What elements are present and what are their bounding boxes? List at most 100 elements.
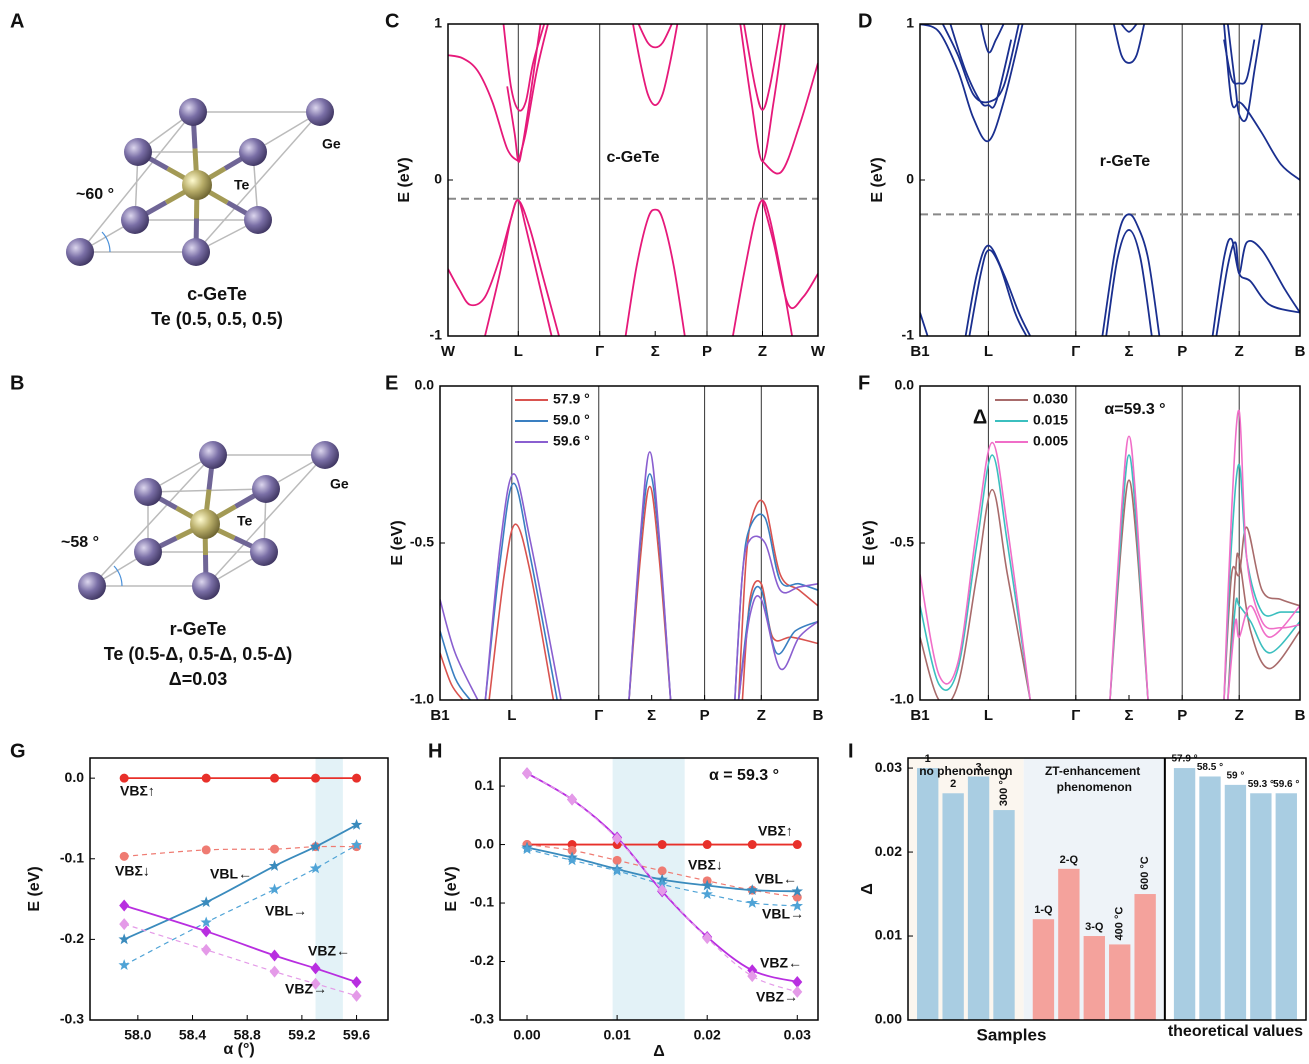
x-tick-label: Γ xyxy=(1071,707,1080,724)
y-tick-label: 0.0 xyxy=(65,769,85,785)
y-axis-label: E (eV) xyxy=(26,866,43,911)
series-line xyxy=(123,824,357,941)
x-tick-label: B1 xyxy=(910,343,929,360)
ge-atom xyxy=(244,206,272,234)
marker xyxy=(119,773,129,783)
y-tick-label: -1 xyxy=(902,327,915,343)
x-tick-label: B xyxy=(1295,343,1306,360)
series-label: VBΣ↑ xyxy=(758,823,793,839)
series-label: VBZ← xyxy=(308,943,350,959)
plot-frame xyxy=(919,385,1301,701)
plot-frame xyxy=(907,757,1307,1021)
band-line xyxy=(920,24,1024,143)
marker xyxy=(792,975,803,988)
bar xyxy=(942,793,964,1020)
plot-area xyxy=(448,24,818,336)
band-line xyxy=(1215,239,1300,336)
marker xyxy=(310,977,321,990)
bar-label: 2-Q xyxy=(1060,854,1079,866)
band-line xyxy=(628,451,672,700)
y-tick-label: -1.0 xyxy=(890,691,914,707)
band-line xyxy=(484,482,558,700)
x-tick-label: Γ xyxy=(1071,343,1080,360)
marker xyxy=(201,925,212,938)
band-line xyxy=(737,585,818,700)
marker xyxy=(567,793,578,806)
marker xyxy=(119,899,130,912)
x-tick-label: 0.02 xyxy=(694,1027,721,1043)
ge-atom xyxy=(134,478,162,506)
marker xyxy=(657,884,668,897)
band-line xyxy=(484,473,562,700)
band-line xyxy=(448,54,519,162)
x-tick-label: Σ xyxy=(1124,343,1133,360)
te-atom xyxy=(182,170,212,200)
group-label: no phenomenon xyxy=(919,764,1012,778)
band-line xyxy=(920,488,1031,700)
band-line xyxy=(949,24,1013,109)
plot-frame xyxy=(447,23,819,337)
bar xyxy=(1058,868,1080,1020)
marker xyxy=(747,840,757,850)
bar-label: 59.3 ° xyxy=(1248,779,1274,790)
plot-area xyxy=(440,386,818,700)
marker xyxy=(747,970,758,983)
bar-label: 59 ° xyxy=(1226,771,1244,782)
x-tick-label: Z xyxy=(1235,343,1244,360)
legend-label: 59.0 ° xyxy=(553,412,590,428)
band-line xyxy=(1227,597,1300,700)
marker xyxy=(310,962,321,975)
x-tick-label: Σ xyxy=(651,343,660,360)
bar xyxy=(1199,776,1221,1020)
ge-atom xyxy=(182,238,210,266)
marker xyxy=(201,943,212,956)
band-line xyxy=(1223,409,1300,700)
bar xyxy=(1224,784,1247,1020)
ge-atom xyxy=(78,572,106,600)
x-tick-label: 59.6 xyxy=(343,1027,370,1043)
band-line xyxy=(448,199,560,336)
group-label-line: ZT-enhancement xyxy=(1045,764,1144,778)
marker xyxy=(351,989,362,1002)
bar-label: 2 xyxy=(950,778,956,790)
y-axis-label: E (eV) xyxy=(861,520,878,565)
marker xyxy=(311,773,321,783)
ge-atom xyxy=(252,475,280,503)
band-line xyxy=(743,24,782,111)
ge-atom xyxy=(134,538,162,566)
y-tick-label: 0.02 xyxy=(875,843,902,859)
marker xyxy=(791,899,803,911)
x-tick-label: 0.01 xyxy=(603,1027,630,1043)
x-tick-label: Z xyxy=(758,343,767,360)
ge-atom xyxy=(239,138,267,166)
band-line xyxy=(628,473,672,700)
legend-label: 59.6 ° xyxy=(553,433,590,449)
y-tick-label: -0.5 xyxy=(410,534,434,550)
y-tick-label: -0.1 xyxy=(470,894,494,910)
annotation: r-GeTe xyxy=(1100,153,1150,170)
plot-area xyxy=(908,758,1306,1020)
y-tick-label: -0.3 xyxy=(470,1011,494,1027)
bar-label: 1 xyxy=(925,753,931,765)
band-line xyxy=(1105,229,1153,336)
marker xyxy=(270,773,280,783)
te-atom xyxy=(190,509,220,539)
bar xyxy=(967,776,990,1020)
marker xyxy=(350,818,363,830)
band-line xyxy=(502,24,546,112)
highlight-band xyxy=(612,758,685,1020)
x-tick-label: B xyxy=(1295,707,1306,724)
plot-frame xyxy=(89,757,389,1021)
y-tick-label: 0.0 xyxy=(475,835,495,851)
marker xyxy=(746,884,758,896)
band-line xyxy=(440,652,464,700)
angle-label: ~58 ° xyxy=(61,534,99,551)
cell-edge xyxy=(195,111,321,253)
series-label: VBZ→ xyxy=(285,981,327,997)
bar-label: 400 °C xyxy=(1114,907,1126,941)
x-tick-label: B1 xyxy=(910,707,929,724)
marker xyxy=(270,844,280,854)
x-axis-label: Samples xyxy=(977,1025,1047,1044)
x-axis-label: Δ xyxy=(653,1043,665,1060)
